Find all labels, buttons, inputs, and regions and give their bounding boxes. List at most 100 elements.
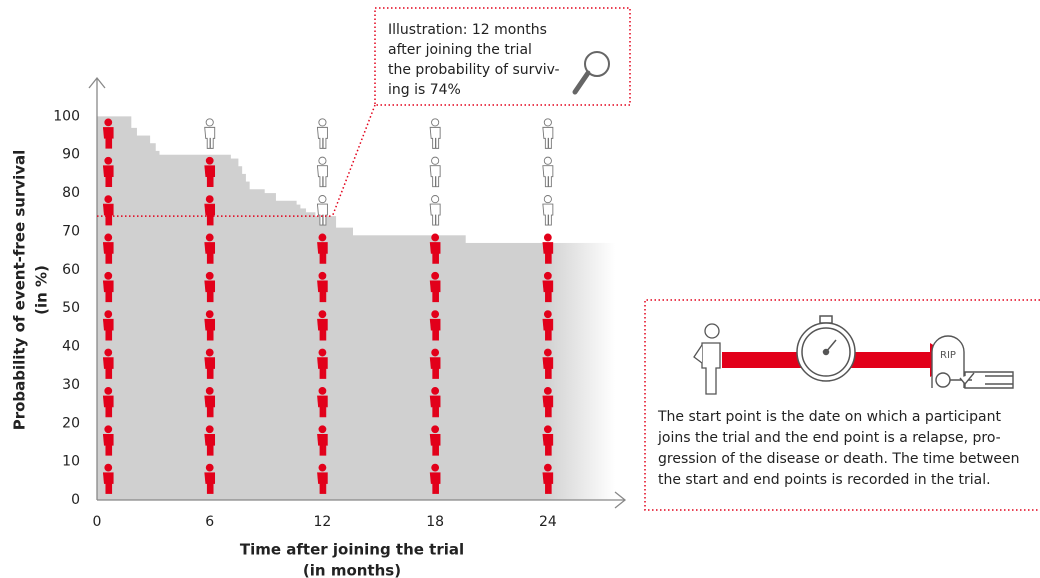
x-axis-title: Time after joining the trial	[240, 541, 464, 559]
person-body	[543, 204, 553, 225]
y-tick-label: 100	[53, 108, 80, 124]
person-head	[206, 119, 213, 126]
person-head	[105, 119, 112, 126]
person-head	[544, 426, 551, 433]
person-body	[543, 166, 553, 187]
person-outline	[205, 119, 215, 149]
step-segment	[245, 182, 249, 500]
y-axis-title: Probability of event-free survival	[11, 150, 29, 431]
chart: 010203040506070809010006121824 Time afte…	[0, 0, 1040, 578]
annotation-text: after joining the trial	[388, 42, 532, 58]
person-outline	[317, 119, 327, 149]
person-outline	[543, 195, 553, 225]
person-head	[319, 119, 326, 126]
person-head	[544, 234, 551, 241]
annotation: Illustration: 12 months after joining the…	[375, 8, 630, 105]
person-head	[432, 195, 439, 202]
leader-line	[332, 105, 375, 216]
person-body	[430, 127, 440, 148]
side-note-line: the start and end points is recorded in …	[658, 472, 991, 488]
person-head	[319, 157, 326, 164]
person-head	[319, 195, 326, 202]
step-segment	[336, 228, 353, 500]
x-tick-label: 12	[314, 514, 332, 530]
y-tick-label: 60	[62, 262, 80, 278]
person-body	[430, 204, 440, 225]
step-segment	[155, 151, 159, 500]
person-head	[206, 272, 213, 279]
person-head	[319, 272, 326, 279]
person-head	[544, 311, 551, 318]
step-segment	[306, 212, 316, 500]
person-outline	[430, 195, 440, 225]
person-head	[105, 311, 112, 318]
side-note-line: joins the trial and the end point is a r…	[657, 430, 1001, 446]
y-tick-label: 30	[62, 377, 80, 393]
step-segment	[136, 136, 150, 500]
step-segment	[296, 205, 300, 500]
x-tick-label: 24	[539, 514, 557, 530]
y-tick-label: 40	[62, 339, 80, 355]
person-head	[432, 272, 439, 279]
side-note-text: The start point is the date on which a p…	[657, 409, 1020, 488]
person-head	[206, 426, 213, 433]
annotation-text: ing is 74%	[388, 82, 461, 98]
stopwatch-icon	[797, 316, 855, 381]
person-head	[206, 349, 213, 356]
side-note: RIP The start point is the date on which…	[645, 300, 1040, 510]
step-segment	[97, 116, 131, 500]
person-head	[105, 464, 112, 471]
step-segment	[249, 189, 265, 500]
step-segment	[159, 155, 231, 500]
x-tick-label: 6	[205, 514, 214, 530]
y-tick-label: 20	[62, 415, 80, 431]
person-head	[319, 311, 326, 318]
side-note-line: gression of the disease or death. The ti…	[658, 451, 1020, 467]
person-head	[319, 426, 326, 433]
person-outline	[543, 157, 553, 187]
person-head	[432, 234, 439, 241]
person-head	[105, 426, 112, 433]
tombstone-icon	[932, 336, 1013, 388]
person-head	[105, 272, 112, 279]
person-body	[543, 127, 553, 148]
person-head	[206, 387, 213, 394]
person-head	[544, 464, 551, 471]
person-head	[206, 195, 213, 202]
x-tick-label: 18	[426, 514, 444, 530]
person-head	[105, 387, 112, 394]
person-body	[317, 166, 327, 187]
person-outline	[317, 157, 327, 187]
person-head	[432, 426, 439, 433]
person-head	[544, 195, 551, 202]
annotation-text: the probability of surviv-	[388, 62, 560, 78]
person-head	[544, 272, 551, 279]
tombstone-text: RIP	[940, 350, 956, 361]
step-segment	[131, 128, 137, 500]
x-tick-label: 0	[93, 514, 102, 530]
person-body	[205, 127, 215, 148]
step-segment	[242, 174, 246, 500]
step-segment	[150, 143, 156, 500]
y-tick-label: 10	[62, 454, 80, 470]
person-outline	[430, 119, 440, 149]
person-head	[544, 349, 551, 356]
step-segment	[230, 159, 238, 500]
person-head	[432, 311, 439, 318]
person-outline	[543, 119, 553, 149]
y-tick-label: 70	[62, 223, 80, 239]
y-tick-label: 90	[62, 147, 80, 163]
person-head	[432, 157, 439, 164]
person-head	[544, 119, 551, 126]
step-segment	[300, 208, 306, 500]
person-head	[432, 349, 439, 356]
person-head	[105, 349, 112, 356]
person-head	[206, 311, 213, 318]
step-segment	[264, 193, 276, 500]
step-segment	[352, 235, 465, 500]
person-head	[105, 234, 112, 241]
person-head	[105, 195, 112, 202]
y-tick-label: 80	[62, 185, 80, 201]
annotation-text: Illustration: 12 months	[388, 22, 547, 38]
person-head	[319, 464, 326, 471]
